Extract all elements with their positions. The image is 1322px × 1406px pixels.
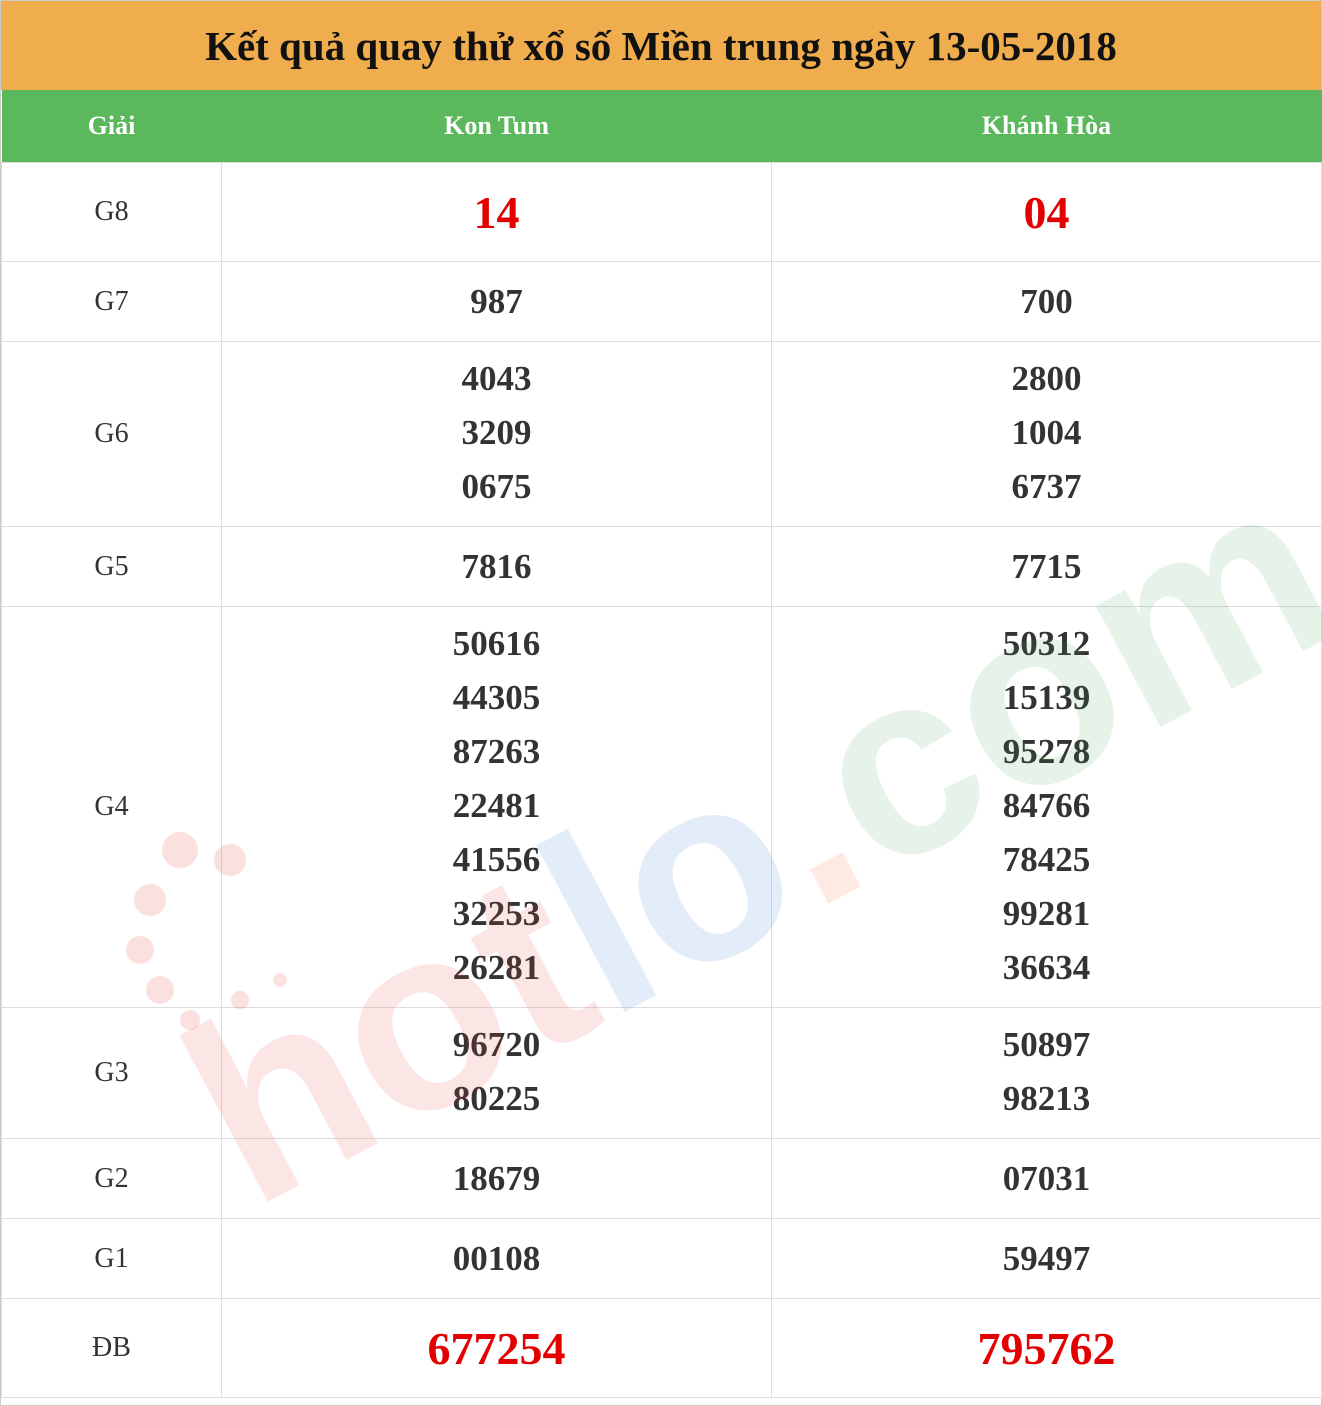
result-number: 0675 xyxy=(461,467,532,506)
table-row: G3 96720 80225 50897 98213 xyxy=(1,1007,1322,1139)
results-table: Giải Kon Tum Khánh Hòa G8 14 04 G7 987 700 G6 4… xyxy=(1,90,1322,1398)
khanh-hoa-cell: 700 xyxy=(771,261,1322,342)
result-number: 98213 xyxy=(1002,1079,1091,1118)
result-number: 26281 xyxy=(452,948,541,987)
prize-label: G7 xyxy=(1,261,222,342)
result-number: 41556 xyxy=(452,840,541,879)
table-header-row: Giải Kon Tum Khánh Hòa xyxy=(1,90,1322,163)
result-number: 07031 xyxy=(1002,1159,1091,1198)
result-number: 1004 xyxy=(1011,413,1082,452)
result-number: 87263 xyxy=(452,732,541,771)
result-number: 987 xyxy=(470,282,523,321)
table-row: G4 50616 44305 87263 22481 41556 32253 26281 503… xyxy=(1,606,1322,1008)
result-number: 95278 xyxy=(1002,732,1091,771)
result-number: 78425 xyxy=(1002,840,1091,879)
result-number: 7715 xyxy=(1011,547,1082,586)
prize-label: G5 xyxy=(1,526,222,607)
result-number: 00108 xyxy=(452,1239,541,1278)
result-number: 50897 xyxy=(1002,1025,1091,1064)
result-number: 50616 xyxy=(452,624,541,663)
result-number: 18679 xyxy=(452,1159,541,1198)
result-number: 3209 xyxy=(461,413,532,452)
table-row: ĐB 677254 795762 xyxy=(1,1298,1322,1398)
result-number: 15139 xyxy=(1002,678,1091,717)
kon-tum-cell: 14 xyxy=(221,162,772,262)
khanh-hoa-cell: 50897 98213 xyxy=(771,1007,1322,1139)
kon-tum-cell: 96720 80225 xyxy=(221,1007,772,1139)
result-number: 2800 xyxy=(1011,359,1082,398)
table-row: G6 4043 3209 0675 2800 1004 6737 xyxy=(1,341,1322,527)
page-title: Kết quả quay thử xổ số Miền trung ngày 1… xyxy=(1,1,1321,90)
result-number: 677254 xyxy=(427,1322,566,1374)
prize-label: G8 xyxy=(1,162,222,262)
result-number: 36634 xyxy=(1002,948,1091,987)
result-number: 4043 xyxy=(461,359,532,398)
khanh-hoa-cell: 50312 15139 95278 84766 78425 99281 36634 xyxy=(771,606,1322,1008)
kon-tum-cell: 00108 xyxy=(221,1218,772,1299)
khanh-hoa-cell: 59497 xyxy=(771,1218,1322,1299)
prize-label: G6 xyxy=(1,341,222,527)
header-khanh-hoa: Khánh Hòa xyxy=(771,90,1322,163)
khanh-hoa-cell: 795762 xyxy=(771,1298,1322,1398)
kon-tum-cell: 987 xyxy=(221,261,772,342)
result-number: 7816 xyxy=(461,547,532,586)
result-number: 80225 xyxy=(452,1079,541,1118)
khanh-hoa-cell: 07031 xyxy=(771,1138,1322,1219)
result-number: 04 xyxy=(1023,186,1070,238)
result-number: 32253 xyxy=(452,894,541,933)
khanh-hoa-cell: 04 xyxy=(771,162,1322,262)
result-number: 795762 xyxy=(977,1322,1116,1374)
header-kon-tum: Kon Tum xyxy=(221,90,772,163)
table-row: G1 00108 59497 xyxy=(1,1218,1322,1299)
result-number: 59497 xyxy=(1002,1239,1091,1278)
result-number: 50312 xyxy=(1002,624,1091,663)
result-number: 700 xyxy=(1020,282,1073,321)
table-row: G7 987 700 xyxy=(1,261,1322,342)
prize-label: ĐB xyxy=(1,1298,222,1398)
prize-label: G4 xyxy=(1,606,222,1008)
result-number: 44305 xyxy=(452,678,541,717)
prize-label: G1 xyxy=(1,1218,222,1299)
result-number: 96720 xyxy=(452,1025,541,1064)
header-prize: Giải xyxy=(1,90,222,163)
result-number: 14 xyxy=(473,186,520,238)
kon-tum-cell: 50616 44305 87263 22481 41556 32253 26281 xyxy=(221,606,772,1008)
kon-tum-cell: 18679 xyxy=(221,1138,772,1219)
prize-label: G3 xyxy=(1,1007,222,1139)
kon-tum-cell: 7816 xyxy=(221,526,772,607)
table-row: G2 18679 07031 xyxy=(1,1138,1322,1219)
result-number: 6737 xyxy=(1011,467,1082,506)
khanh-hoa-cell: 7715 xyxy=(771,526,1322,607)
table-row: G5 7816 7715 xyxy=(1,526,1322,607)
table-row: G8 14 04 xyxy=(1,162,1322,262)
result-number: 99281 xyxy=(1002,894,1091,933)
result-number: 22481 xyxy=(452,786,541,825)
kon-tum-cell: 677254 xyxy=(221,1298,772,1398)
khanh-hoa-cell: 2800 1004 6737 xyxy=(771,341,1322,527)
result-number: 84766 xyxy=(1002,786,1091,825)
prize-label: G2 xyxy=(1,1138,222,1219)
kon-tum-cell: 4043 3209 0675 xyxy=(221,341,772,527)
